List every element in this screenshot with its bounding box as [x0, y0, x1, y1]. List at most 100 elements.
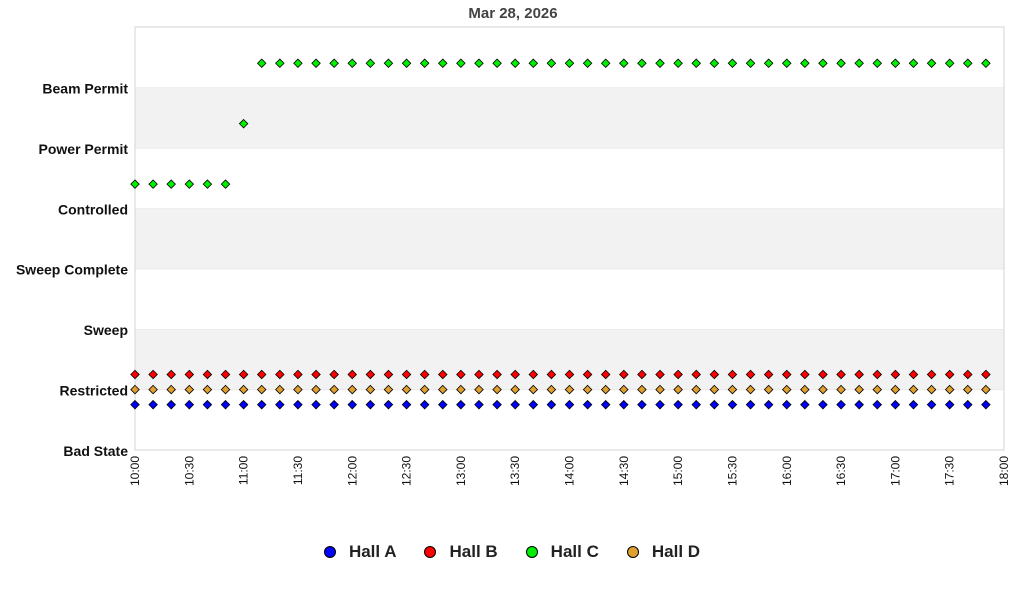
data-point-hall-d: [890, 384, 901, 395]
data-point-hall-c: [619, 58, 629, 69]
data-point-hall-c: [510, 58, 520, 69]
data-point-hall-d: [166, 384, 176, 395]
data-point-hall-a: [890, 399, 901, 410]
data-point-hall-b: [383, 369, 394, 380]
data-point-hall-d: [582, 384, 593, 395]
data-point-hall-b: [474, 369, 484, 380]
legend-marker: [424, 546, 437, 558]
data-point-hall-c: [727, 58, 738, 69]
data-point-hall-b: [419, 369, 430, 380]
data-point-hall-b: [546, 369, 557, 380]
data-point-hall-c: [963, 58, 973, 69]
data-point-hall-b: [619, 369, 629, 380]
data-point-hall-b: [673, 369, 683, 380]
data-point-hall-b: [456, 369, 466, 380]
y-tick-label: Power Permit: [39, 141, 129, 157]
data-point-hall-c: [456, 58, 466, 69]
data-point-hall-a: [347, 399, 358, 410]
data-point-hall-c: [818, 58, 828, 69]
data-point-hall-a: [673, 399, 683, 410]
x-tick-label: 14:00: [563, 456, 577, 486]
x-tick-label: 17:00: [888, 456, 902, 486]
plot-frame: [134, 26, 1005, 451]
data-point-hall-c: [383, 58, 394, 69]
data-point-hall-a: [709, 399, 720, 410]
data-point-hall-c: [582, 58, 593, 69]
data-point-hall-a: [619, 399, 629, 410]
data-point-hall-c: [673, 58, 683, 69]
data-point-hall-a: [311, 399, 321, 410]
data-point-hall-d: [727, 384, 738, 395]
data-point-hall-d: [854, 384, 864, 395]
plot-band: [135, 147, 1004, 209]
x-tick-label: 16:00: [780, 456, 794, 486]
x-tick-label: 14:30: [617, 456, 631, 486]
data-point-hall-b: [275, 369, 285, 380]
data-point-hall-c: [600, 58, 611, 69]
data-point-hall-a: [872, 399, 883, 410]
data-point-hall-a: [438, 399, 448, 410]
data-point-hall-a: [926, 399, 937, 410]
data-point-hall-b: [763, 369, 774, 380]
data-point-hall-b: [510, 369, 520, 380]
data-point-hall-d: [130, 384, 140, 395]
plot-band: [135, 329, 1004, 390]
x-tick-label: 12:30: [400, 456, 414, 486]
data-point-hall-a: [365, 399, 376, 410]
plot-bands: [135, 26, 1004, 450]
data-point-hall-d: [256, 384, 267, 395]
data-point-hall-d: [329, 384, 339, 395]
data-points: [130, 58, 991, 410]
data-point-hall-b: [600, 369, 611, 380]
data-point-hall-d: [944, 384, 955, 395]
data-point-hall-a: [329, 399, 339, 410]
data-point-hall-d: [637, 384, 647, 395]
x-tick-label: 16:30: [834, 456, 848, 486]
data-point-hall-a: [293, 399, 303, 410]
x-tick-label: 10:00: [128, 456, 142, 486]
data-point-hall-d: [981, 384, 991, 395]
legend-item: Hall C: [525, 542, 599, 562]
data-point-hall-b: [528, 369, 539, 380]
data-point-hall-b: [238, 369, 249, 380]
data-point-hall-c: [528, 58, 539, 69]
y-tick-label: Restricted: [60, 383, 128, 399]
legend: Hall A Hall B Hall C Hall D: [0, 542, 1024, 562]
x-axis-labels: 10:00 10:30 11:00 11:30 12:00 12:30 13:00 13:30…: [128, 456, 1011, 486]
data-point-hall-a: [908, 399, 919, 410]
data-point-hall-c: [637, 58, 647, 69]
data-point-hall-a: [148, 399, 158, 410]
data-point-hall-b: [564, 369, 575, 380]
y-tick-label: Controlled: [58, 201, 128, 217]
data-point-hall-b: [800, 369, 810, 380]
data-point-hall-b: [637, 369, 647, 380]
data-point-hall-d: [926, 384, 937, 395]
data-point-hall-d: [492, 384, 502, 395]
y-tick-label: Bad State: [63, 443, 128, 459]
data-point-hall-c: [763, 58, 774, 69]
data-point-hall-d: [148, 384, 158, 395]
data-point-hall-c: [800, 58, 810, 69]
data-point-hall-a: [474, 399, 484, 410]
data-point-hall-c: [238, 118, 249, 129]
data-point-hall-c: [564, 58, 575, 69]
data-point-hall-a: [184, 399, 195, 410]
legend-item: Hall A: [323, 542, 396, 562]
data-point-hall-b: [311, 369, 321, 380]
data-point-hall-b: [202, 369, 213, 380]
legend-label: Hall B: [449, 542, 498, 561]
data-point-hall-d: [564, 384, 575, 395]
data-point-hall-a: [818, 399, 828, 410]
data-point-hall-a: [836, 399, 846, 410]
data-point-hall-b: [926, 369, 937, 380]
data-point-hall-b: [184, 369, 195, 380]
x-tick-label: 12:00: [345, 456, 359, 486]
data-point-hall-c: [546, 58, 557, 69]
data-point-hall-c: [872, 58, 883, 69]
data-point-hall-c: [148, 179, 158, 189]
data-point-hall-b: [256, 369, 267, 380]
legend-marker: [323, 546, 336, 558]
data-point-hall-c: [419, 58, 430, 69]
x-tick-label: 17:30: [943, 456, 957, 486]
